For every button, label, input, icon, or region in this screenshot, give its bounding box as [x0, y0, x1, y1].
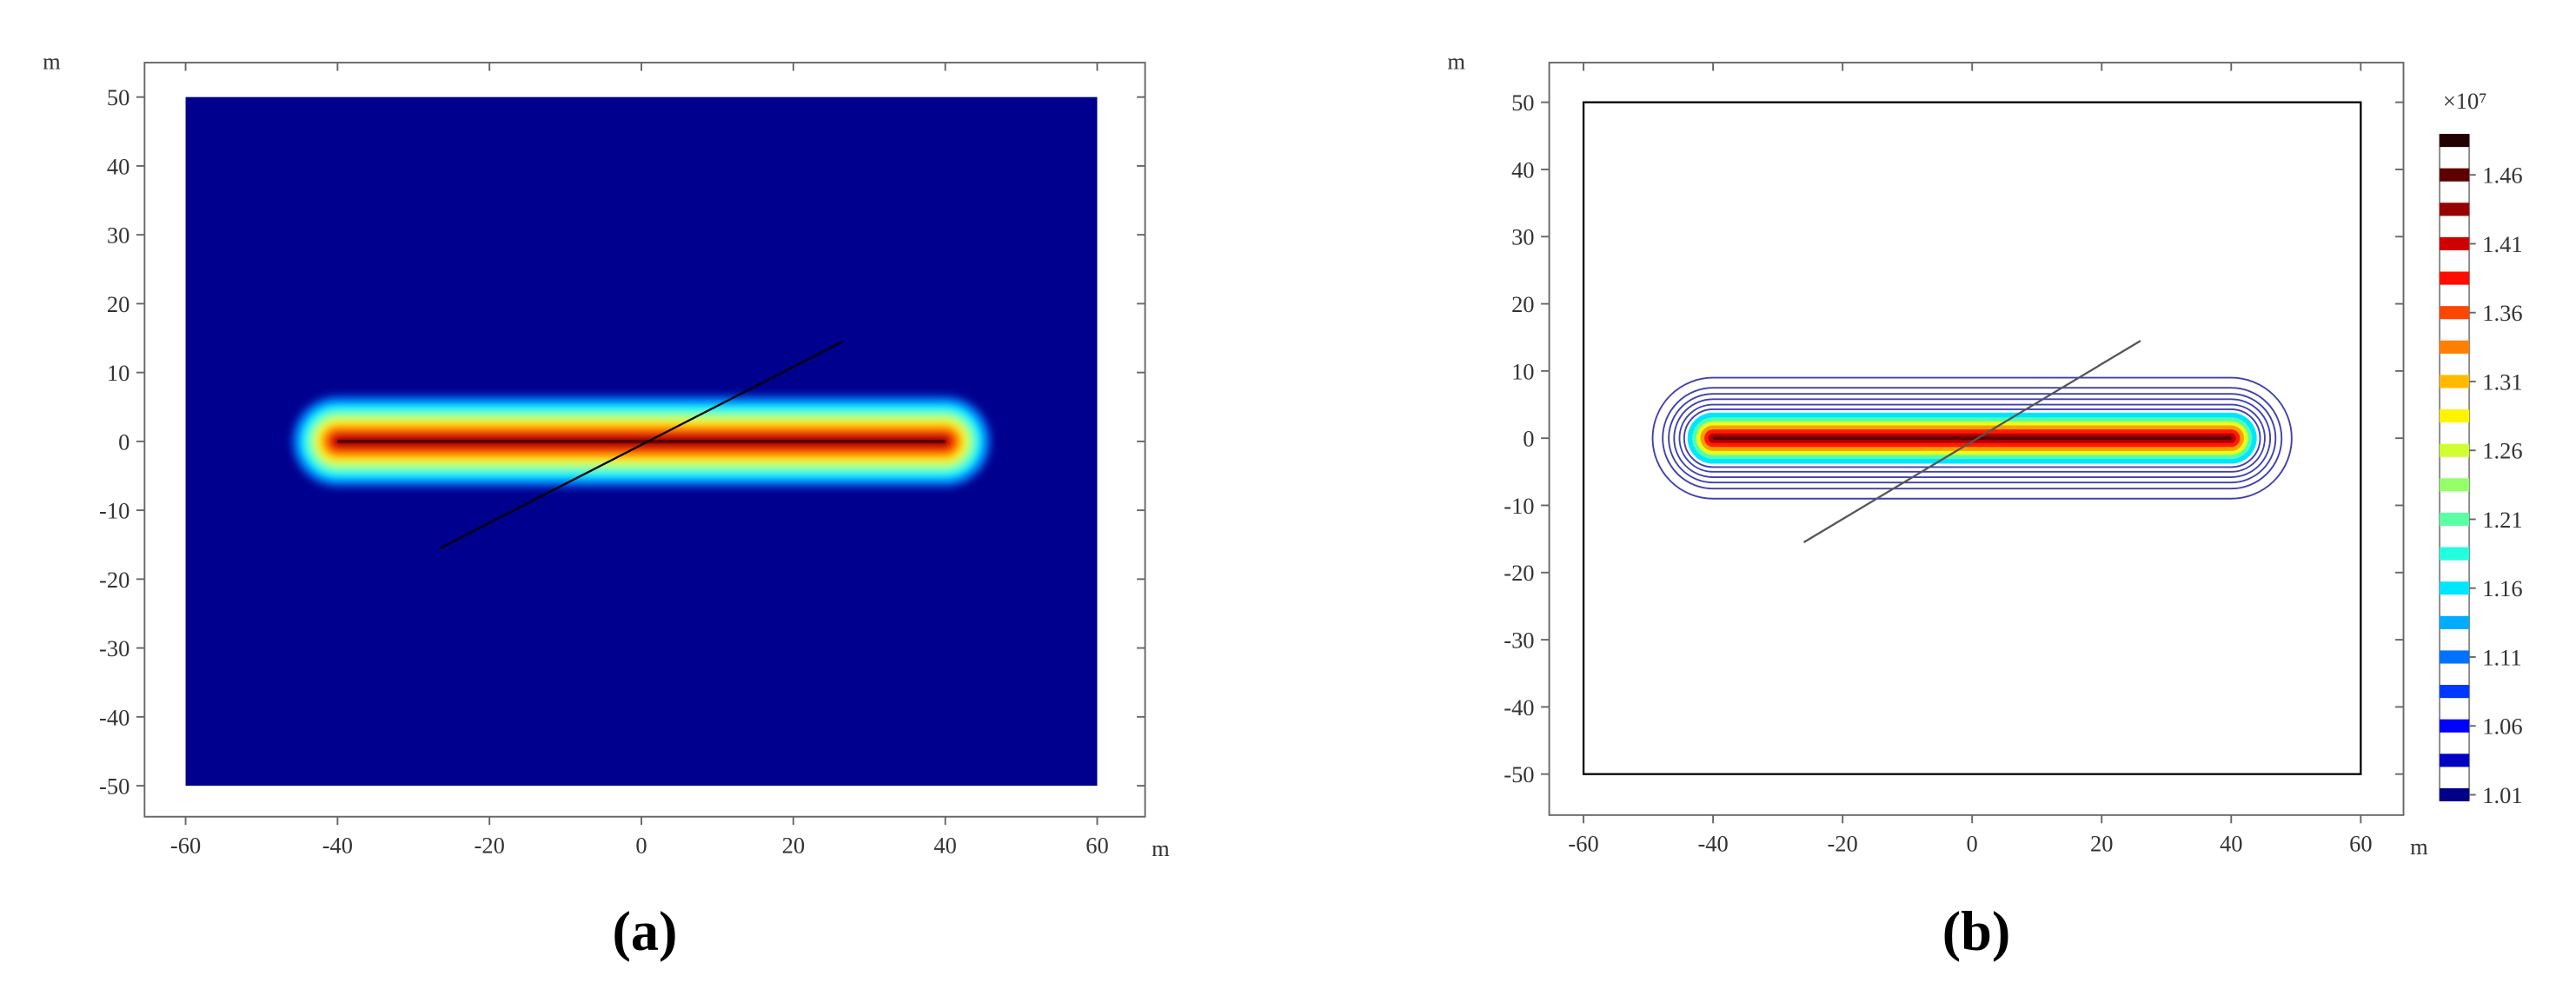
- y-tick-label: -50: [1504, 761, 1534, 787]
- colorbar-band: [2440, 512, 2470, 527]
- y-tick-label: 20: [1511, 291, 1534, 317]
- colorbar-band: [2440, 203, 2470, 216]
- x-tick-label: 60: [2349, 830, 2372, 856]
- contour-line: [1678, 403, 2266, 473]
- y-tick-label: -20: [1504, 560, 1534, 586]
- x-tick-label: 0: [635, 832, 647, 858]
- x-tick-label: -40: [1697, 830, 1728, 856]
- colorbar-tick-label: 1.46: [2482, 163, 2522, 189]
- colorbar-band: [2440, 236, 2470, 251]
- x-tick-label: -40: [322, 832, 353, 858]
- colorbar-band: [2440, 306, 2470, 320]
- y-tick-label: -30: [99, 635, 129, 661]
- contour-line: [1673, 398, 2272, 478]
- contour-line: [1662, 387, 2283, 490]
- x-tick-label: -60: [1568, 830, 1598, 856]
- colorbar-tick-label: 1.41: [2482, 231, 2522, 257]
- colorbar-multiplier: ×10⁷: [2443, 88, 2487, 114]
- colorbar-tick-label: 1.26: [2482, 438, 2522, 464]
- y-tick-label: 40: [1511, 156, 1534, 183]
- panel: -60 -40 -20 0 20 40 60 -50 -40 -30 -20 -10 0 10 20 30 40…: [1447, 49, 2522, 962]
- colorbar-tick-label: 1.06: [2482, 714, 2522, 740]
- colorbar-tick-label: 1.21: [2482, 507, 2522, 533]
- panel: -60 -40 -20 0 20 40 60 -50 -40 -30 -20 -10 0 10 20 30 40…: [43, 49, 1170, 962]
- colorbar-band: [2440, 719, 2470, 733]
- x-tick-label: 0: [1967, 830, 1978, 856]
- y-unit: m: [43, 49, 61, 75]
- y-tick-label: -20: [99, 567, 129, 593]
- caption: (a): [612, 900, 677, 962]
- x-tick-label: -20: [1828, 830, 1858, 856]
- y-tick-label: 0: [1523, 426, 1534, 452]
- y-tick-label: -30: [1504, 627, 1534, 654]
- contour-line: [1683, 408, 2261, 468]
- y-tick-label: 40: [107, 153, 129, 179]
- x-tick-label: 20: [2090, 830, 2113, 856]
- x-unit: m: [2410, 833, 2428, 860]
- contour-line: [1668, 393, 2277, 484]
- colorbar-band: [2440, 478, 2470, 492]
- colorbar-tick-label: 1.36: [2482, 300, 2522, 326]
- y-tick-label: 0: [118, 428, 129, 455]
- profile-line: [1803, 340, 2141, 543]
- contour-line: [1651, 376, 2293, 500]
- y-tick-label: -40: [1504, 694, 1534, 720]
- x-tick-label: 40: [2220, 830, 2242, 856]
- y-tick-label: 50: [1511, 90, 1534, 116]
- colorbar-frame: [2439, 134, 2471, 801]
- colorbar-band: [2440, 754, 2470, 767]
- domain: [1582, 101, 2362, 775]
- colorbar-band: [2440, 650, 2470, 664]
- colorbar-band: [2440, 134, 2470, 148]
- profile-line: [439, 340, 844, 549]
- x-tick-label: 60: [1086, 832, 1108, 858]
- y-tick-label: 30: [107, 222, 129, 249]
- colorbar-band: [2440, 340, 2470, 354]
- y-tick-label: 20: [107, 291, 129, 317]
- colorbar-band: [2440, 581, 2470, 595]
- caption: (b): [1942, 900, 2011, 962]
- colorbar-band: [2440, 375, 2470, 388]
- x-tick-label: -20: [475, 832, 505, 858]
- colorbar-tick-label: 1.01: [2482, 782, 2522, 808]
- x-tick-label: 40: [933, 832, 956, 858]
- colorbar-tick-label: 1.31: [2482, 369, 2522, 395]
- y-tick-label: -40: [99, 704, 129, 730]
- colorbar-tick-label: 1.11: [2482, 644, 2521, 670]
- y-tick-label: 50: [107, 84, 129, 110]
- y-tick-label: -10: [99, 498, 129, 524]
- y-tick-label: -10: [1504, 493, 1534, 519]
- colorbar-band: [2440, 168, 2470, 182]
- colorbar-band: [2440, 409, 2470, 423]
- y-tick-label: -50: [99, 774, 129, 800]
- colorbar-band: [2440, 547, 2470, 561]
- y-tick-label: 10: [107, 360, 129, 386]
- x-tick-label: 20: [782, 832, 805, 858]
- y-tick-label: 30: [1511, 224, 1534, 250]
- colorbar-band: [2440, 615, 2470, 629]
- colorbar-band: [2440, 685, 2470, 699]
- colorbar-band: [2440, 787, 2470, 802]
- colorbar-band: [2440, 271, 2470, 285]
- y-unit: m: [1447, 49, 1465, 75]
- colorbar-tick-label: 1.16: [2482, 575, 2522, 601]
- colorbar-band: [2440, 443, 2470, 457]
- x-unit: m: [1152, 835, 1170, 861]
- y-tick-label: 10: [1511, 358, 1534, 384]
- x-tick-label: -60: [170, 832, 201, 858]
